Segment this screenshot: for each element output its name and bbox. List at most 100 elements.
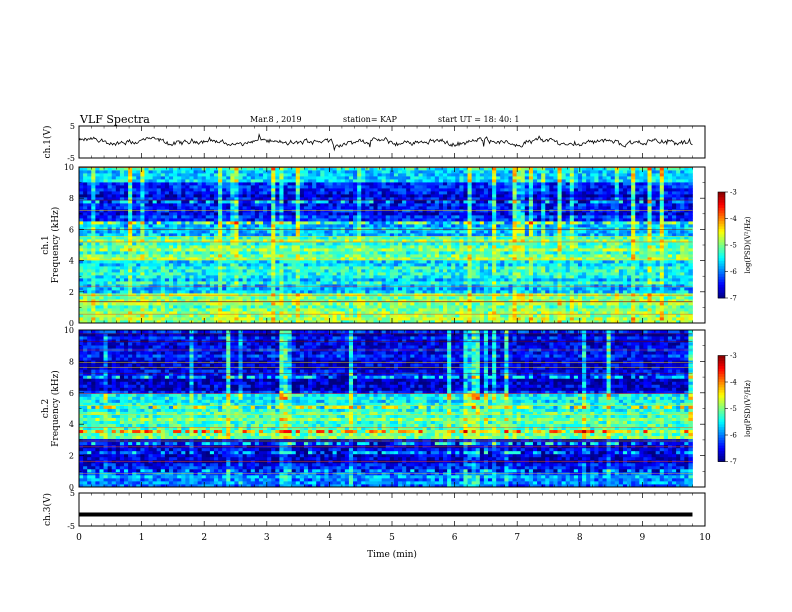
spectrogram-cell xyxy=(475,317,481,321)
spectrogram-cell xyxy=(438,266,444,270)
spectrogram-cell xyxy=(205,287,211,291)
spectrogram-cell xyxy=(132,233,137,237)
spectrogram-cell xyxy=(455,227,460,231)
spectrogram-cell xyxy=(393,317,399,321)
spectrogram-cell xyxy=(340,263,346,267)
spectrogram-cell xyxy=(676,284,681,288)
spectrogram-cell xyxy=(414,281,419,285)
spectrogram-cell xyxy=(140,299,145,303)
spectrogram-cell xyxy=(164,317,170,321)
spectrogram-cell xyxy=(537,287,542,291)
spectrogram-cell xyxy=(275,233,280,237)
spectrogram-cell xyxy=(520,275,526,279)
spectrogram-cell xyxy=(512,239,518,243)
spectrogram-cell xyxy=(107,239,113,243)
spectrogram-cell xyxy=(328,260,333,264)
spectrogram-cell xyxy=(643,284,648,288)
spectrogram-cell xyxy=(516,257,522,261)
spectrogram-cell xyxy=(598,296,603,300)
spectrogram-cell xyxy=(528,230,534,234)
spectrogram-cell xyxy=(545,284,550,288)
spectrogram-cell xyxy=(565,290,571,294)
spectrogram-cell xyxy=(316,293,321,297)
spectrogram-cell xyxy=(83,251,88,255)
spectrogram-cell xyxy=(258,269,264,273)
spectrogram-cell xyxy=(479,242,485,246)
spectrogram-cell xyxy=(655,317,661,321)
spectrogram-cell xyxy=(197,293,203,297)
spectrogram-cell xyxy=(254,263,260,267)
spectrogram-cell xyxy=(434,254,440,258)
spectrogram-cell xyxy=(123,299,129,303)
spectrogram-cell xyxy=(512,245,518,249)
spectrogram-cell xyxy=(618,302,624,306)
spectrogram-cell xyxy=(218,239,223,243)
spectrogram-cell xyxy=(483,263,489,267)
spectrogram-cell xyxy=(136,248,141,252)
spectrogram-cell xyxy=(119,302,125,306)
spectrogram-cell xyxy=(577,308,583,312)
spectrogram-cell xyxy=(148,242,154,246)
spectrogram-cell xyxy=(487,293,493,297)
spectrogram-cell xyxy=(312,236,317,240)
spectrogram-cell xyxy=(279,314,284,318)
spectrogram-cell xyxy=(655,275,661,279)
spectrogram-cell xyxy=(492,266,497,270)
spectrogram-cell xyxy=(242,311,248,315)
spectrogram-cell xyxy=(173,293,178,297)
spectrogram-cell xyxy=(377,284,383,288)
spectrogram-cell xyxy=(524,230,530,234)
spectrogram-cell xyxy=(152,308,158,312)
spectrogram-cell xyxy=(655,227,661,231)
spectrogram-cell xyxy=(598,278,603,282)
spectrogram-cell xyxy=(659,305,665,309)
spectrogram-cell xyxy=(164,287,170,291)
spectrogram-cell xyxy=(479,314,485,318)
spectrogram-cell xyxy=(258,284,264,288)
spectrogram-cell xyxy=(569,239,575,243)
spectrogram-cell xyxy=(537,254,542,258)
spectrogram-cell xyxy=(123,275,129,279)
spectrogram-cell xyxy=(369,281,374,285)
spectrogram-cell xyxy=(267,227,272,231)
spectrogram-cell xyxy=(586,275,591,279)
spectrogram-cell xyxy=(226,311,231,315)
spectrogram-cell xyxy=(79,251,84,255)
spectrogram-cell xyxy=(213,287,219,291)
spectrogram-cell xyxy=(107,266,113,270)
spectrogram-cell xyxy=(156,239,162,243)
spectrogram-cell xyxy=(688,251,693,255)
spectrogram-cell xyxy=(684,248,689,252)
spectrogram-cell xyxy=(144,239,149,243)
spectrogram-cell xyxy=(385,287,391,291)
spectrogram-cell xyxy=(189,224,194,228)
spectrogram-cell xyxy=(168,287,174,291)
spectrogram-cell xyxy=(205,311,211,315)
spectrogram-cell xyxy=(242,317,248,321)
spectrogram-cell xyxy=(205,290,211,294)
spectrogram-cell xyxy=(193,311,199,315)
spectrogram-cell xyxy=(123,263,129,267)
spectrogram-cell xyxy=(475,305,481,309)
spectrogram-cell xyxy=(123,239,129,243)
spectrogram-cell xyxy=(639,230,644,234)
spectrogram-cell xyxy=(598,299,603,303)
spectrogram-cell xyxy=(324,314,329,318)
spectrogram-cell xyxy=(602,275,607,279)
spectrogram-cell xyxy=(283,290,288,294)
spectrogram-cell xyxy=(287,281,293,285)
spectrogram-cell xyxy=(279,224,284,228)
spectrogram-cell xyxy=(508,272,513,276)
spectrogram-cell xyxy=(173,257,178,261)
spectrogram-cell xyxy=(451,248,456,252)
spectrogram-cell xyxy=(659,296,665,300)
spectrogram-cell xyxy=(308,281,313,285)
spectrogram-cell xyxy=(422,233,428,237)
spectrogram-cell xyxy=(459,290,464,294)
spectrogram-cell xyxy=(136,257,141,261)
spectrogram-cell xyxy=(520,278,526,282)
spectrogram-cell xyxy=(651,320,657,324)
spectrogram-cell xyxy=(115,254,121,258)
spectrogram-cell xyxy=(402,317,407,321)
spectrogram-cell xyxy=(622,299,628,303)
